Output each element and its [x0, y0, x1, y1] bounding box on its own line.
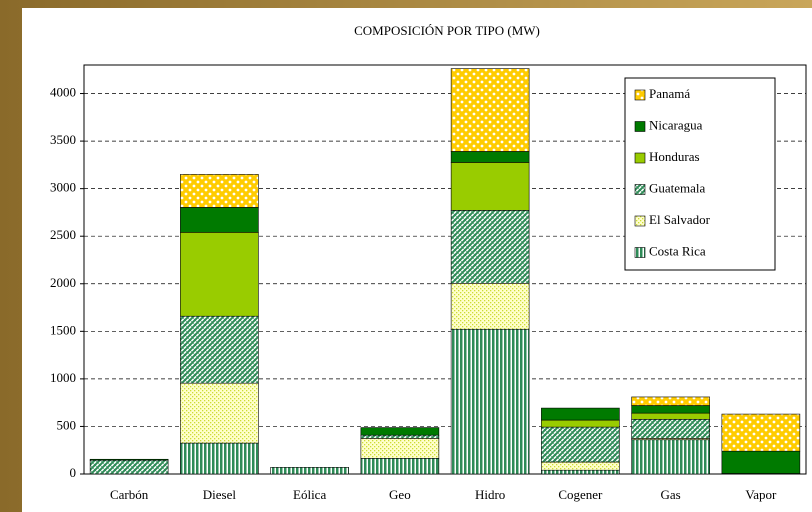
bar-segment	[631, 405, 710, 414]
legend-swatch	[634, 184, 646, 195]
x-tick-label: Hidro	[475, 487, 505, 502]
x-tick-label: Carbón	[110, 487, 149, 502]
x-tick-label: Diesel	[203, 487, 237, 502]
legend-swatch	[634, 152, 646, 164]
bar-segment	[89, 458, 169, 461]
bar-segment	[360, 434, 440, 439]
legend-label: Honduras	[649, 149, 700, 164]
bar-segment	[450, 210, 530, 284]
y-tick-label: 4000	[50, 85, 76, 100]
bar-segment	[541, 426, 620, 463]
x-tick-label: Gas	[661, 487, 681, 502]
bar-segment	[180, 382, 259, 444]
bar-segment	[541, 419, 620, 428]
bar-segment	[541, 461, 620, 471]
bar-segment	[360, 427, 440, 436]
bar-segment	[631, 439, 710, 475]
bar-segment	[450, 68, 530, 152]
bar-segment	[541, 469, 620, 475]
legend-label: Costa Rica	[649, 243, 706, 258]
bar-segment	[631, 412, 710, 420]
x-tick-label: Geo	[389, 487, 411, 502]
y-tick-label: 1500	[50, 322, 76, 337]
bar-segment	[180, 174, 259, 208]
x-tick-label: Vapor	[745, 487, 777, 502]
legend-label: Panamá	[649, 86, 690, 101]
y-tick-label: 0	[70, 465, 77, 480]
bar-segment	[180, 442, 259, 475]
legend-label: Nicaragua	[649, 117, 703, 132]
y-tick-label: 500	[57, 417, 77, 432]
bar-segment	[450, 328, 530, 475]
bar-segment	[180, 207, 259, 233]
legend-label: El Salvador	[649, 212, 711, 227]
y-tick-label: 2500	[50, 227, 76, 242]
legend-swatch	[634, 215, 646, 227]
bar-segment	[541, 407, 620, 421]
y-tick-label: 3000	[50, 180, 76, 195]
legend-swatch	[634, 121, 646, 132]
bar-segment	[360, 438, 440, 459]
legend-box	[624, 77, 776, 271]
bar-segment	[631, 419, 710, 439]
legend-swatch	[634, 247, 646, 258]
bar-segment	[180, 315, 259, 384]
legend-swatch	[634, 89, 646, 101]
bar-segment	[89, 459, 169, 475]
chart-title: COMPOSICIÓN POR TIPO (MW)	[354, 23, 540, 38]
x-tick-label: Cogener	[558, 487, 603, 502]
bar-segment	[450, 162, 530, 211]
bar-segment	[721, 413, 801, 452]
bar-segment	[270, 467, 349, 475]
y-tick-label: 2000	[50, 275, 76, 290]
bar-segment	[721, 450, 801, 474]
plot-frame	[83, 64, 807, 475]
bar-segment	[450, 282, 530, 330]
y-tick-label: 1000	[50, 370, 76, 385]
x-tick-label: Eólica	[293, 487, 326, 502]
bar-segment	[180, 232, 259, 317]
bar-segment	[631, 396, 710, 406]
legend-label: Guatemala	[649, 180, 706, 195]
bar-segment	[360, 458, 440, 475]
y-tick-label: 3500	[50, 132, 76, 147]
bar-segment	[450, 151, 530, 163]
